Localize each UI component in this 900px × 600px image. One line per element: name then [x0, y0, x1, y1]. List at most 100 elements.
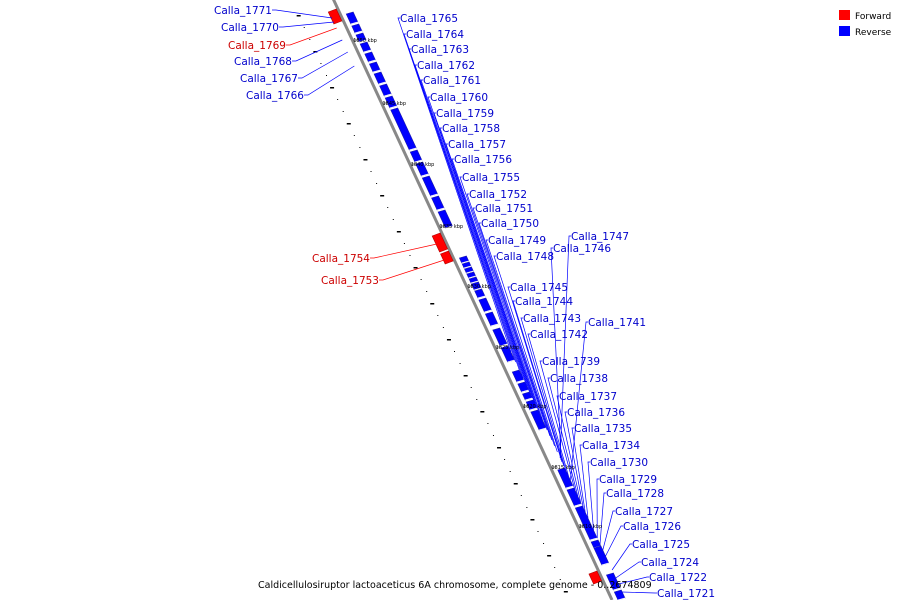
backbone-dot — [497, 447, 502, 449]
gene-label[interactable]: Calla_1757 — [448, 139, 506, 151]
gene-block-edge — [389, 105, 397, 109]
gene-label[interactable]: Calla_1769 — [228, 40, 286, 52]
backbone-dot — [480, 411, 485, 413]
label-connector — [403, 33, 516, 363]
tick-label: 1825 kbp — [496, 345, 520, 351]
backbone-dot — [530, 519, 535, 521]
gene-label[interactable]: Calla_1745 — [510, 282, 568, 294]
label-connector — [550, 247, 562, 461]
gene-label[interactable]: Calla_1746 — [553, 243, 611, 255]
label-connector — [292, 39, 343, 62]
gene-label[interactable]: Calla_1748 — [496, 251, 554, 263]
label-connector — [472, 207, 551, 437]
backbone-dot — [513, 483, 518, 485]
gene-label[interactable]: Calla_1736 — [567, 407, 625, 419]
gene-label[interactable]: Calla_1725 — [632, 539, 690, 551]
forward-gene-block — [431, 232, 449, 253]
gene-label[interactable]: Calla_1770 — [221, 22, 279, 34]
label-connector — [615, 561, 641, 579]
label-connector — [587, 461, 594, 531]
gene-label[interactable]: Calla_1758 — [442, 123, 500, 135]
backbone-dot — [325, 75, 327, 76]
gene-label[interactable]: Calla_1739 — [542, 356, 600, 368]
gene-block-edge — [590, 537, 598, 541]
gene-label[interactable]: Calla_1749 — [488, 235, 546, 247]
gene-label[interactable]: Calla_1763 — [411, 44, 469, 56]
gene-block-edge — [414, 159, 422, 163]
backbone-dot — [470, 387, 472, 388]
gene-block-edge — [466, 270, 474, 274]
gene-label[interactable]: Calla_1729 — [599, 474, 657, 486]
gene-label[interactable]: Calla_1728 — [606, 488, 664, 500]
gene-label[interactable]: Calla_1761 — [423, 75, 481, 87]
label-connector — [579, 444, 589, 519]
gene-label[interactable]: Calla_1756 — [454, 154, 512, 166]
reverse-gene-block — [574, 505, 598, 541]
backbone-dot — [346, 123, 351, 125]
gene-label[interactable]: Calla_1766 — [246, 90, 304, 102]
gene-label[interactable]: Calla_1744 — [515, 296, 573, 308]
gene-label[interactable]: Calla_1734 — [582, 440, 640, 452]
gene-block-edge — [437, 207, 445, 211]
backbone-dot — [392, 219, 394, 220]
label-connector — [599, 492, 606, 545]
gene-label[interactable]: Calla_1752 — [469, 189, 527, 201]
gene-block-edge — [463, 265, 472, 269]
label-connector — [512, 300, 565, 467]
legend-forward-swatch — [839, 10, 850, 20]
tick-label: 1820 kbp — [523, 404, 547, 410]
backbone-dot — [426, 291, 428, 292]
forward-gene-block — [440, 250, 454, 265]
gene-label[interactable]: Calla_1750 — [481, 218, 539, 230]
label-connector — [379, 259, 445, 281]
gene-block-edge — [350, 21, 358, 25]
gene-label[interactable]: Calla_1754 — [312, 253, 370, 265]
gene-block-edge — [500, 343, 508, 347]
position-ticks: 1850 kbp 1845 kbp 1840 kbp 1835 kbp 1830 kbp… — [353, 38, 602, 530]
gene-label[interactable]: Calla_1721 — [657, 588, 715, 600]
gene-label[interactable]: Calla_1768 — [234, 56, 292, 68]
gene-label[interactable]: Calla_1760 — [430, 92, 488, 104]
label-connector — [611, 543, 632, 571]
gene-label[interactable]: Calla_1727 — [615, 506, 673, 518]
gene-label[interactable]: Calla_1765 — [400, 13, 458, 25]
gene-label[interactable]: Calla_1753 — [321, 275, 379, 287]
label-connector — [596, 478, 599, 539]
gene-label[interactable]: Calla_1759 — [436, 108, 494, 120]
gene-label[interactable]: Calla_1722 — [649, 572, 707, 584]
gene-features — [327, 8, 626, 600]
gene-label[interactable]: Calla_1735 — [574, 423, 632, 435]
gene-label[interactable]: Calla_1741 — [588, 317, 646, 329]
tick-label: 1850 kbp — [353, 38, 377, 44]
gene-block-edge — [470, 280, 479, 284]
backbone-dot — [509, 471, 511, 472]
gene-block-edge — [613, 587, 621, 591]
gene-label[interactable]: Calla_1762 — [417, 60, 475, 72]
gene-block-edge — [484, 309, 492, 313]
label-connector — [618, 576, 649, 585]
gene-label[interactable]: Calla_1726 — [623, 521, 681, 533]
gene-label[interactable]: Calla_1767 — [240, 73, 298, 85]
gene-label[interactable]: Calla_1742 — [530, 329, 588, 341]
legend-reverse-label: Reverse — [855, 28, 892, 38]
gene-label[interactable]: Calla_1743 — [523, 313, 581, 325]
backbone-dot — [559, 579, 561, 580]
gene-label[interactable]: Calla_1737 — [559, 391, 617, 403]
reverse-gene-block — [593, 545, 610, 566]
backbone-dot — [547, 555, 552, 557]
gene-block-edge — [430, 193, 438, 197]
gene-label[interactable]: Calla_1751 — [475, 203, 533, 215]
label-connector — [520, 317, 567, 471]
gene-label[interactable]: Calla_1771 — [214, 5, 272, 17]
gene-label[interactable]: Calla_1764 — [406, 29, 464, 41]
gene-block-edge — [507, 359, 515, 363]
chromosome-axis — [332, 0, 614, 600]
gene-label[interactable]: Calla_1730 — [590, 457, 648, 469]
gene-label[interactable]: Calla_1747 — [571, 231, 629, 243]
gene-block-edge — [354, 30, 363, 34]
backbone-dot — [353, 135, 355, 136]
gene-label[interactable]: Calla_1724 — [641, 557, 699, 569]
label-connector — [485, 239, 555, 447]
gene-label[interactable]: Calla_1755 — [462, 172, 520, 184]
gene-label[interactable]: Calla_1738 — [550, 373, 608, 385]
